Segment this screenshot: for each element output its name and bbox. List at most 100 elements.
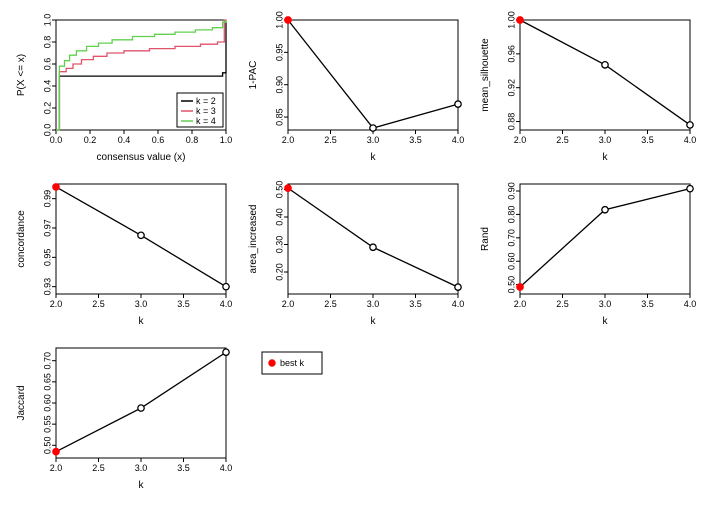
svg-text:2.0: 2.0 (50, 463, 63, 473)
svg-text:3.5: 3.5 (177, 299, 190, 309)
svg-text:0.65: 0.65 (42, 373, 52, 391)
panel-jaccard: 2.02.53.03.54.00.500.550.600.650.70kJacc… (10, 338, 236, 496)
svg-text:2.5: 2.5 (92, 299, 105, 309)
svg-text:0.4: 0.4 (118, 135, 131, 145)
svg-text:4.0: 4.0 (220, 299, 233, 309)
chart-grid: 0.00.20.40.60.81.00.00.20.40.60.81.0cons… (10, 10, 710, 496)
y-axis-label: P(X <= x) (16, 54, 27, 96)
best-k-point (53, 448, 59, 454)
best-k-point (285, 185, 291, 191)
svg-text:1.00: 1.00 (274, 11, 284, 29)
svg-text:0.60: 0.60 (506, 252, 516, 270)
svg-text:3.5: 3.5 (641, 135, 654, 145)
data-point (138, 405, 144, 411)
svg-text:3.5: 3.5 (409, 299, 422, 309)
svg-text:2.0: 2.0 (282, 299, 295, 309)
svg-text:k = 3: k = 3 (196, 106, 216, 116)
svg-text:3.0: 3.0 (599, 135, 612, 145)
panel-area-increased: 2.02.53.03.54.00.200.300.400.50karea_inc… (242, 174, 468, 332)
svg-text:3.0: 3.0 (367, 135, 380, 145)
svg-text:2.5: 2.5 (324, 299, 337, 309)
panel-1-pac: 2.0 2.5 3.0 3.5 4.0 0.85 0.90 0.95 1.00 k 1-PAC (242, 10, 468, 168)
svg-text:3.0: 3.0 (135, 299, 148, 309)
svg-text:1.0: 1.0 (42, 14, 52, 27)
svg-text:4.0: 4.0 (684, 135, 697, 145)
svg-text:3.0: 3.0 (367, 299, 380, 309)
svg-text:1.0: 1.0 (220, 135, 233, 145)
svg-text:0.50: 0.50 (274, 181, 284, 199)
svg-text:0.6: 0.6 (152, 135, 165, 145)
svg-text:2.5: 2.5 (556, 299, 569, 309)
data-point (370, 125, 376, 131)
svg-text:2.5: 2.5 (92, 463, 105, 473)
svg-text:0.70: 0.70 (506, 229, 516, 247)
data-point (370, 244, 376, 250)
data-point (602, 62, 608, 68)
svg-text:0.85: 0.85 (274, 108, 284, 126)
panel-rand: 2.02.53.03.54.00.500.600.700.800.90kRand (474, 174, 700, 332)
x-axis-label: k (139, 316, 145, 327)
data-point (602, 207, 608, 213)
x-axis-label: consensus value (x) (97, 152, 186, 163)
svg-text:2.0: 2.0 (282, 135, 295, 145)
panel-mean-silhouette: 2.02.53.03.54.00.880.920.961.00kmean_sil… (474, 10, 700, 168)
y-axis-label: 1-PAC (248, 61, 259, 90)
y-axis-label: Jaccard (16, 385, 27, 420)
svg-text:4.0: 4.0 (684, 299, 697, 309)
x-axis-label: k (603, 152, 609, 163)
best-k-point (517, 284, 523, 290)
panel-p-x-x-: 0.00.20.40.60.81.00.00.20.40.60.81.0cons… (10, 10, 236, 168)
y-axis-label: Rand (480, 227, 491, 251)
x-axis-label: k (371, 152, 377, 163)
svg-text:2.5: 2.5 (556, 135, 569, 145)
data-point (687, 122, 693, 128)
svg-text:0.70: 0.70 (42, 352, 52, 370)
svg-text:0.4: 0.4 (42, 80, 52, 93)
svg-text:0.50: 0.50 (42, 437, 52, 455)
x-axis-label: k (139, 480, 145, 491)
data-point (138, 232, 144, 238)
svg-text:0.80: 0.80 (506, 206, 516, 224)
y-axis-label: mean_silhouette (480, 38, 491, 112)
svg-text:1.00: 1.00 (506, 11, 516, 29)
svg-text:2.0: 2.0 (50, 299, 63, 309)
svg-text:4.0: 4.0 (452, 135, 465, 145)
svg-text:3.0: 3.0 (135, 463, 148, 473)
svg-text:k = 2: k = 2 (196, 96, 216, 106)
svg-text:0.95: 0.95 (274, 44, 284, 62)
data-point (687, 185, 693, 191)
best-k-point (285, 17, 291, 23)
data-point (223, 283, 229, 289)
bestk-legend-label: best k (280, 358, 305, 368)
svg-text:0.90: 0.90 (274, 76, 284, 94)
y-axis-label: area_increased (248, 205, 259, 274)
svg-text:0.92: 0.92 (506, 79, 516, 97)
svg-text:3.0: 3.0 (599, 299, 612, 309)
svg-text:0.96: 0.96 (506, 45, 516, 63)
svg-text:2.0: 2.0 (514, 299, 527, 309)
svg-text:4.0: 4.0 (452, 299, 465, 309)
best-k-point (517, 17, 523, 23)
svg-text:4.0: 4.0 (220, 463, 233, 473)
panel-concordance: 2.02.53.03.54.00.930.950.970.99kconcorda… (10, 174, 236, 332)
x-axis-label: k (603, 316, 609, 327)
svg-text:0.8: 0.8 (42, 36, 52, 49)
svg-text:k = 4: k = 4 (196, 116, 216, 126)
data-point (223, 349, 229, 355)
y-axis-label: concordance (16, 210, 27, 268)
svg-text:0.8: 0.8 (186, 135, 199, 145)
svg-text:0.2: 0.2 (42, 102, 52, 115)
data-point (455, 284, 461, 290)
svg-text:0.40: 0.40 (274, 208, 284, 226)
svg-text:0.2: 0.2 (84, 135, 97, 145)
svg-text:0.60: 0.60 (42, 394, 52, 412)
svg-text:0.0: 0.0 (42, 124, 52, 137)
x-axis-label: k (371, 316, 377, 327)
svg-text:0.97: 0.97 (42, 219, 52, 237)
svg-text:0.99: 0.99 (42, 190, 52, 208)
svg-text:3.5: 3.5 (409, 135, 422, 145)
svg-text:0.88: 0.88 (506, 113, 516, 131)
svg-text:2.5: 2.5 (324, 135, 337, 145)
panel-legend: best k (242, 338, 468, 496)
svg-text:3.5: 3.5 (641, 299, 654, 309)
